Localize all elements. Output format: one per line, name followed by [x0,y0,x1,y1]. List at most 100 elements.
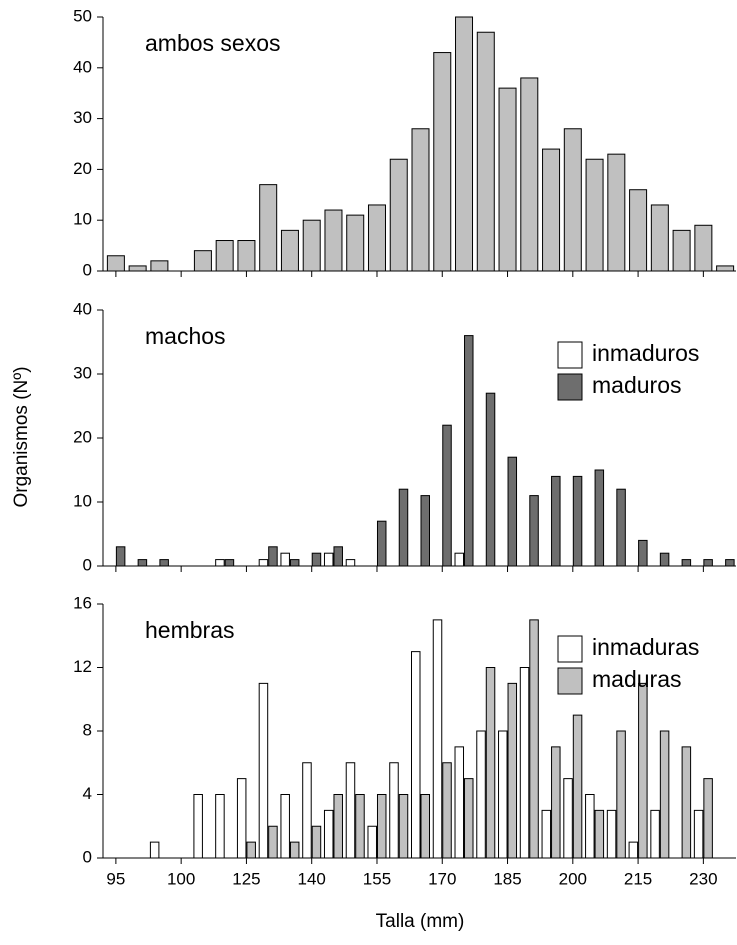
bar [333,546,343,567]
panel-title: ambos sexos [145,30,281,56]
x-tick-label: 140 [298,869,326,888]
y-tick-label: 40 [73,57,92,76]
bar [280,794,290,859]
legend-label: inmaduros [592,340,699,366]
bar [594,809,605,859]
bar [681,746,692,859]
bar [454,552,465,567]
y-tick-label: 0 [83,847,92,866]
bar [607,153,626,272]
bar [585,794,595,859]
bar [311,825,322,859]
bar [159,559,169,567]
bar [150,260,169,272]
legend-swatch [557,667,583,695]
y-tick-label: 20 [73,427,92,446]
bar [498,87,517,272]
bar [215,559,225,567]
bar [433,52,452,272]
x-tick-label: 155 [363,869,391,888]
y-tick-label: 4 [83,784,92,803]
bar [280,229,299,272]
y-tick-label: 0 [83,555,92,574]
x-tick-label: 185 [493,869,521,888]
panel-title: hembras [145,617,234,643]
bar [485,392,496,567]
bar [236,778,247,859]
bar [246,841,256,859]
bar [302,219,321,272]
bar [563,128,582,272]
bar [629,189,648,272]
bar [258,559,269,567]
bar [638,539,648,567]
bar [398,794,409,859]
y-tick-label: 10 [73,210,92,229]
bar [616,488,626,567]
bar [367,825,377,859]
bar [289,841,300,859]
legend-swatch [557,341,583,369]
bar [464,335,474,567]
legend-swatch [557,373,583,401]
bar [455,16,474,272]
bar [311,552,322,567]
bar [333,794,343,859]
bar [529,495,539,567]
bar [725,559,735,567]
bar [149,841,160,859]
legend-label: inmaduras [592,634,699,660]
y-tick-label: 40 [73,299,92,318]
bar [323,809,334,859]
bar [572,714,583,859]
bar [323,552,334,567]
bar [650,809,660,859]
bar [594,469,605,567]
bar [694,224,713,272]
bar [193,250,212,272]
x-tick-label: 100 [167,869,195,888]
bar [193,794,203,859]
bar [507,682,518,859]
bar [432,619,443,859]
bar [324,209,343,272]
bar [716,265,735,272]
bar [376,520,387,567]
bar [411,128,430,272]
bar [268,546,278,567]
bar [259,184,278,272]
bar [215,240,234,272]
bar [224,559,235,567]
bar [345,762,356,859]
bar [659,730,670,859]
bar [628,841,639,859]
bar [268,825,278,859]
bar [442,762,452,859]
bar [572,475,583,567]
bar [650,204,669,272]
bar [638,682,648,859]
bar [703,778,713,859]
y-tick-label: 20 [73,159,92,178]
bar [128,265,147,272]
y-tick-label: 12 [73,657,92,676]
bar [541,809,552,859]
bar [237,240,256,272]
bar [551,746,561,859]
y-tick-label: 16 [73,593,92,612]
x-tick-label: 215 [624,869,652,888]
bar [498,730,508,859]
bar [659,552,670,567]
bar [476,730,486,859]
bar [355,794,365,859]
bar [215,794,225,859]
legend-swatch [557,635,583,663]
y-tick-label: 0 [83,260,92,279]
bar [398,488,409,567]
bar [542,148,561,272]
bar [464,778,474,859]
bar [411,651,421,859]
bar [302,762,312,859]
bar [106,255,125,272]
